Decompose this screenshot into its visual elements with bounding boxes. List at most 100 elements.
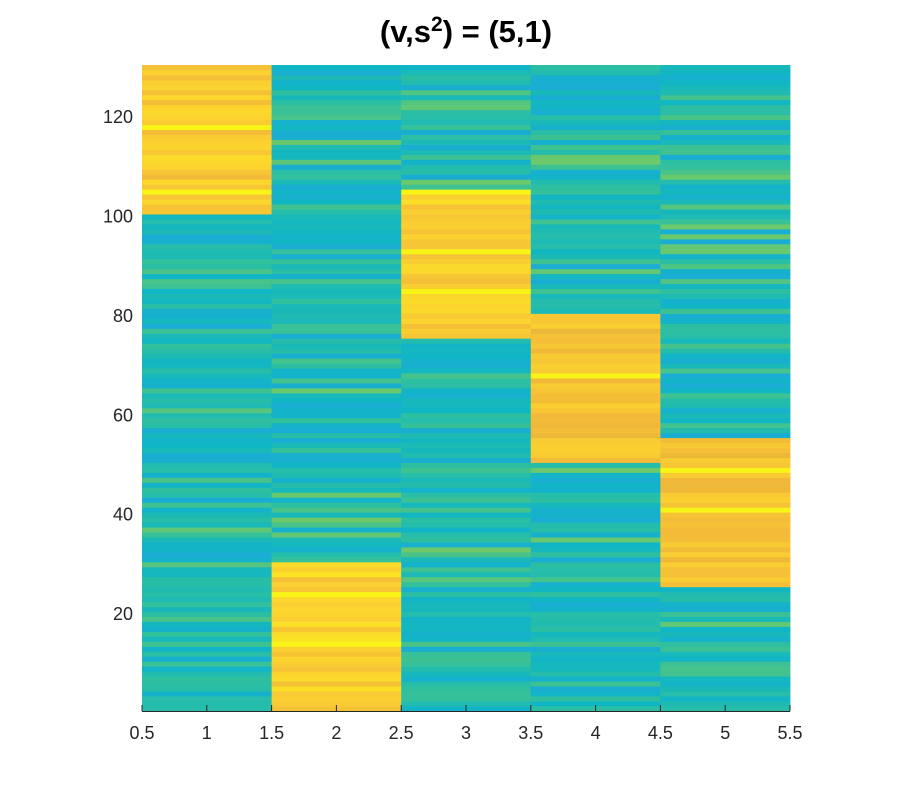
heatmap-cell xyxy=(530,432,661,439)
heatmap-cell xyxy=(271,542,402,548)
heatmap-cell xyxy=(271,109,402,116)
heatmap-cell xyxy=(401,328,532,334)
heatmap-cell xyxy=(530,129,661,135)
heatmap-cell xyxy=(530,527,661,533)
heatmap-cell xyxy=(530,323,661,329)
heatmap-cell xyxy=(660,169,791,175)
heatmap-cell xyxy=(660,457,791,463)
heatmap-cell xyxy=(142,432,272,439)
heatmap-cell xyxy=(660,691,791,697)
heatmap-cell xyxy=(530,417,661,424)
heatmap-cell xyxy=(271,392,402,399)
heatmap-cell xyxy=(530,378,661,384)
heatmap-cell xyxy=(530,596,661,603)
heatmap-cell xyxy=(660,313,791,319)
heatmap-cell xyxy=(142,179,272,185)
heatmap-cell xyxy=(271,691,402,697)
heatmap-cell xyxy=(530,666,661,672)
heatmap-cell xyxy=(142,556,272,563)
heatmap-cell xyxy=(660,701,791,707)
heatmap-cell xyxy=(660,442,791,449)
heatmap-cell xyxy=(530,214,661,220)
heatmap-cell xyxy=(142,397,272,404)
heatmap-cell xyxy=(660,661,791,667)
heatmap-cell xyxy=(660,233,791,240)
heatmap-cell xyxy=(271,303,402,309)
heatmap-cell xyxy=(530,303,661,309)
heatmap-cell xyxy=(401,228,532,235)
heatmap-cell xyxy=(142,139,272,145)
heatmap-cell xyxy=(271,402,402,409)
heatmap-cell xyxy=(530,189,661,195)
heatmap-cell xyxy=(271,383,402,389)
heatmap-cell xyxy=(142,258,272,265)
heatmap-cell xyxy=(401,472,532,478)
heatmap-cell xyxy=(660,194,791,200)
heatmap-cell xyxy=(660,591,791,598)
heatmap-cell xyxy=(530,412,661,419)
heatmap-cell xyxy=(660,502,791,508)
heatmap-cell xyxy=(401,109,532,116)
heatmap-cell xyxy=(530,551,661,558)
heatmap-cell xyxy=(530,268,661,275)
heatmap-cell xyxy=(401,606,532,613)
heatmap-cell xyxy=(401,646,532,652)
heatmap-cell xyxy=(401,701,532,707)
heatmap-cell xyxy=(271,194,402,200)
heatmap-cell xyxy=(271,601,402,608)
heatmap-cell xyxy=(271,139,402,145)
heatmap-cell xyxy=(530,676,661,682)
heatmap-cell xyxy=(660,566,791,573)
heatmap-cell xyxy=(271,179,402,185)
heatmap-cell xyxy=(401,661,532,667)
heatmap-cell xyxy=(660,383,791,389)
heatmap-cell xyxy=(660,397,791,404)
heatmap-cell xyxy=(660,656,791,662)
heatmap-cell xyxy=(401,179,532,185)
heatmap-cell xyxy=(660,124,791,130)
heatmap-cell xyxy=(530,89,661,96)
heatmap-cell xyxy=(401,457,532,463)
heatmap-cell xyxy=(142,586,272,593)
heatmap-cell xyxy=(142,671,272,677)
heatmap-cell xyxy=(530,532,661,538)
heatmap-cell xyxy=(401,74,532,81)
heatmap-cell xyxy=(271,224,402,230)
heatmap-cell xyxy=(271,591,402,598)
heatmap-cell xyxy=(142,328,272,334)
heatmap-cell xyxy=(401,204,532,210)
heatmap-cell xyxy=(660,154,791,160)
heatmap-cell xyxy=(142,174,272,180)
heatmap-cell xyxy=(271,219,402,225)
heatmap-cell xyxy=(271,273,402,280)
heatmap-cell xyxy=(142,492,272,498)
heatmap-cell xyxy=(530,407,661,414)
heatmap-cell xyxy=(660,139,791,145)
heatmap-cell xyxy=(142,547,272,553)
heatmap-cell xyxy=(660,129,791,135)
heatmap-cell xyxy=(142,248,272,255)
heatmap-cell xyxy=(530,611,661,617)
heatmap-cell xyxy=(530,402,661,409)
heatmap-cell xyxy=(530,179,661,185)
heatmap-cell xyxy=(271,378,402,384)
heatmap-cell xyxy=(271,686,402,692)
heatmap-cell xyxy=(271,437,402,444)
heatmap-cell xyxy=(401,224,532,230)
heatmap-cell xyxy=(401,437,532,444)
heatmap-cell xyxy=(142,561,272,568)
heatmap-cell xyxy=(660,507,791,513)
heatmap-cell xyxy=(660,537,791,543)
heatmap-cell xyxy=(660,611,791,617)
heatmap-cell xyxy=(401,542,532,548)
heatmap-cell xyxy=(530,248,661,255)
heatmap-cell xyxy=(142,606,272,613)
heatmap-cell xyxy=(660,268,791,275)
heatmap-cell xyxy=(530,547,661,553)
heatmap-cell xyxy=(142,427,272,434)
heatmap-cell xyxy=(401,253,532,260)
heatmap-cell xyxy=(271,482,402,488)
heatmap-cell xyxy=(530,99,661,106)
heatmap-cell xyxy=(660,149,791,155)
heatmap-cell xyxy=(271,144,402,150)
